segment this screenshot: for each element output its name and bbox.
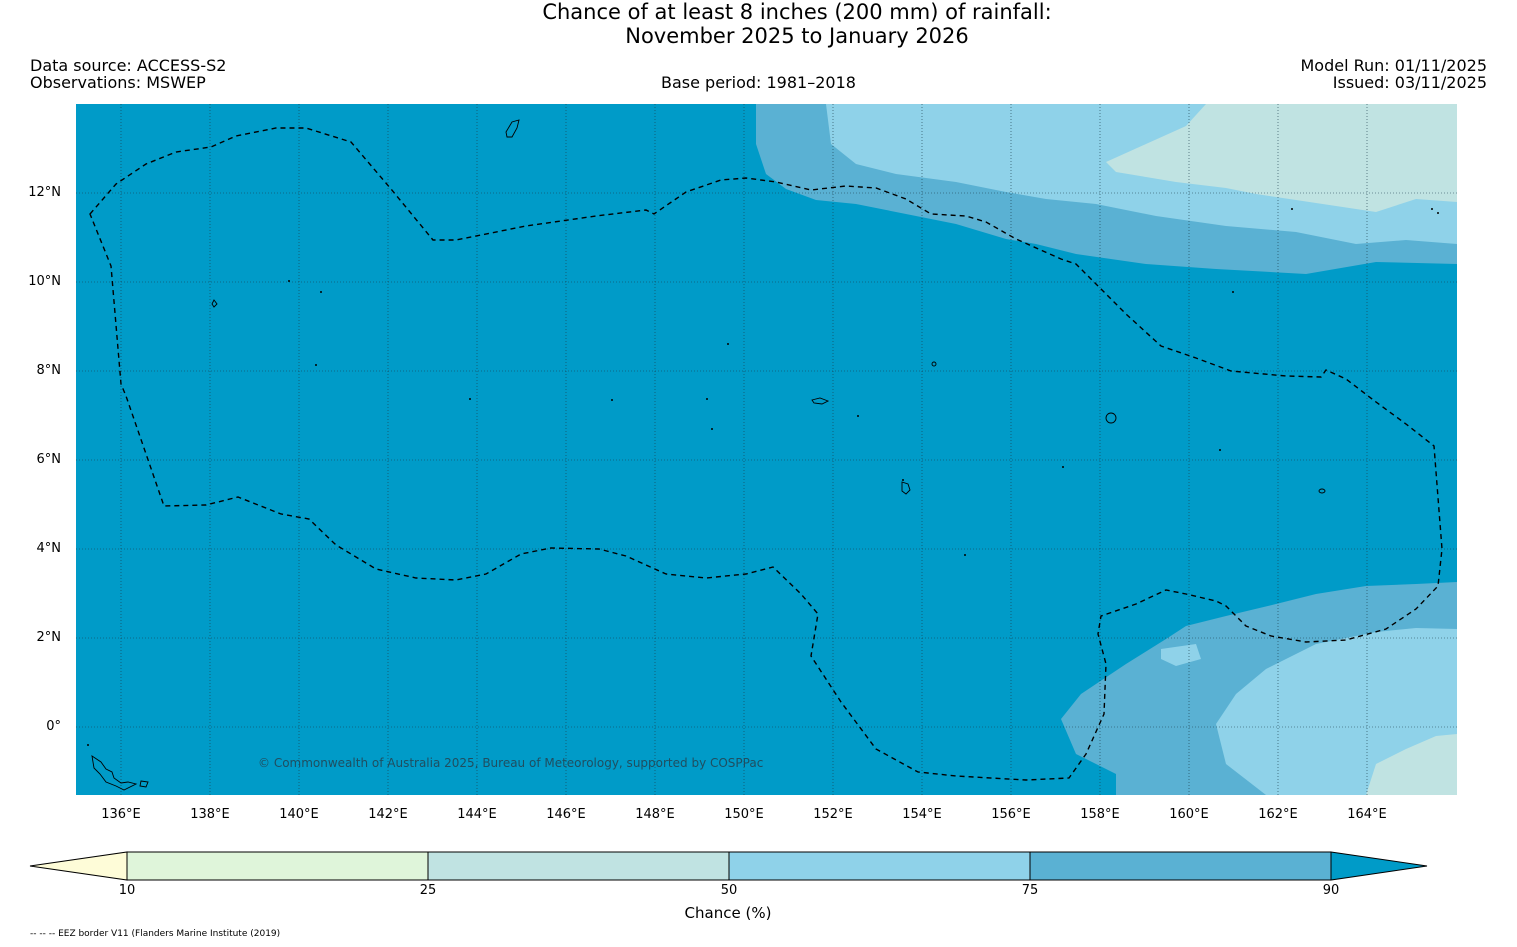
island-dot <box>611 399 613 401</box>
longitude-label: 160°E <box>1169 807 1209 822</box>
colorbar-segment-25-50 <box>427 851 730 881</box>
issued-text: Issued: 03/11/2025 <box>1332 73 1487 92</box>
probability-25-region-north <box>1106 104 1457 212</box>
longitude-label: 144°E <box>457 807 497 822</box>
latitude-label: 2°N <box>36 630 62 645</box>
longitude-label: 136°E <box>101 807 141 822</box>
island-dot <box>706 398 708 400</box>
island-dot <box>902 479 904 481</box>
latitude-label: 10°N <box>28 274 61 289</box>
map-subtitle: November 2025 to January 2026 <box>625 24 969 48</box>
island-dot <box>1062 466 1064 468</box>
longitude-label: 152°E <box>813 807 853 822</box>
colorbar-label: Chance (%) <box>684 904 772 922</box>
island-dot <box>964 554 966 556</box>
map-title: Chance of at least 8 inches (200 mm) of … <box>542 0 1052 24</box>
longitude-label: 154°E <box>902 807 942 822</box>
island-outline <box>505 119 520 138</box>
colorbar-tick: 50 <box>720 883 738 898</box>
island-dot <box>320 291 322 293</box>
colorbar-tick: 10 <box>118 883 136 898</box>
island-outline <box>1105 412 1117 424</box>
eez-footnote: -- -- -- EEZ border V11 (Flanders Marine… <box>30 929 281 939</box>
island-dot <box>1291 208 1293 210</box>
island-dot <box>288 280 290 282</box>
island-outline <box>901 481 911 495</box>
island-outline <box>211 299 218 308</box>
copyright-notice: © Commonwealth of Australia 2025, Bureau… <box>258 756 764 770</box>
longitude-label: 162°E <box>1258 807 1298 822</box>
probability-50-patch <box>1161 644 1201 666</box>
island-dot <box>711 428 713 430</box>
island-dot <box>857 415 859 417</box>
colorbar-segment-10-25 <box>126 851 429 881</box>
colorbar-tick: 75 <box>1021 883 1039 898</box>
latitude-label: 8°N <box>36 363 62 378</box>
island-dot <box>87 744 89 746</box>
island-outlines <box>91 119 1326 791</box>
data-source-text: Data source: ACCESS-S2 <box>30 56 227 75</box>
colorbar-segment-50-75 <box>728 851 1031 881</box>
small-island-dots <box>87 208 1439 746</box>
colorbar-tick: 90 <box>1322 883 1340 898</box>
longitude-label: 148°E <box>635 807 675 822</box>
island-dot <box>1437 212 1439 214</box>
longitude-label: 140°E <box>279 807 319 822</box>
colorbar-segment-gt90 <box>1330 851 1428 881</box>
latitude-label: 4°N <box>36 541 62 556</box>
model-run-text: Model Run: 01/11/2025 <box>1300 56 1488 75</box>
island-outline <box>1318 488 1326 494</box>
island-dot <box>315 364 317 366</box>
island-outline <box>139 780 149 788</box>
observations-text: Observations: MSWEP <box>30 73 206 92</box>
colorbar-segment-75-90 <box>1029 851 1332 881</box>
island-dot <box>727 343 729 345</box>
colorbar <box>29 851 1428 881</box>
latitude-label: 6°N <box>36 452 62 467</box>
colorbar-segment-lt10 <box>29 851 128 881</box>
island-dot <box>1219 449 1221 451</box>
latitude-label: 12°N <box>28 185 61 200</box>
eez-border <box>89 127 1443 781</box>
base-period-text: Base period: 1981–2018 <box>661 73 856 92</box>
probability-25-region-south <box>1366 734 1457 795</box>
latitude-label: 0° <box>46 719 61 734</box>
island-dot <box>1431 208 1433 210</box>
longitude-label: 146°E <box>546 807 586 822</box>
longitude-label: 156°E <box>991 807 1031 822</box>
island-outline <box>91 755 138 791</box>
island-dot <box>1232 291 1234 293</box>
map-gridlines <box>76 104 1457 795</box>
longitude-label: 164°E <box>1347 807 1387 822</box>
island-outline <box>811 397 830 405</box>
island-outline <box>931 361 937 367</box>
longitude-label: 142°E <box>368 807 408 822</box>
colorbar-tick: 25 <box>419 883 437 898</box>
longitude-label: 158°E <box>1080 807 1120 822</box>
longitude-label: 138°E <box>190 807 230 822</box>
longitude-label: 150°E <box>724 807 764 822</box>
island-dot <box>469 398 471 400</box>
rainfall-probability-map <box>76 104 1457 795</box>
probability-50-region-south <box>1216 628 1457 795</box>
